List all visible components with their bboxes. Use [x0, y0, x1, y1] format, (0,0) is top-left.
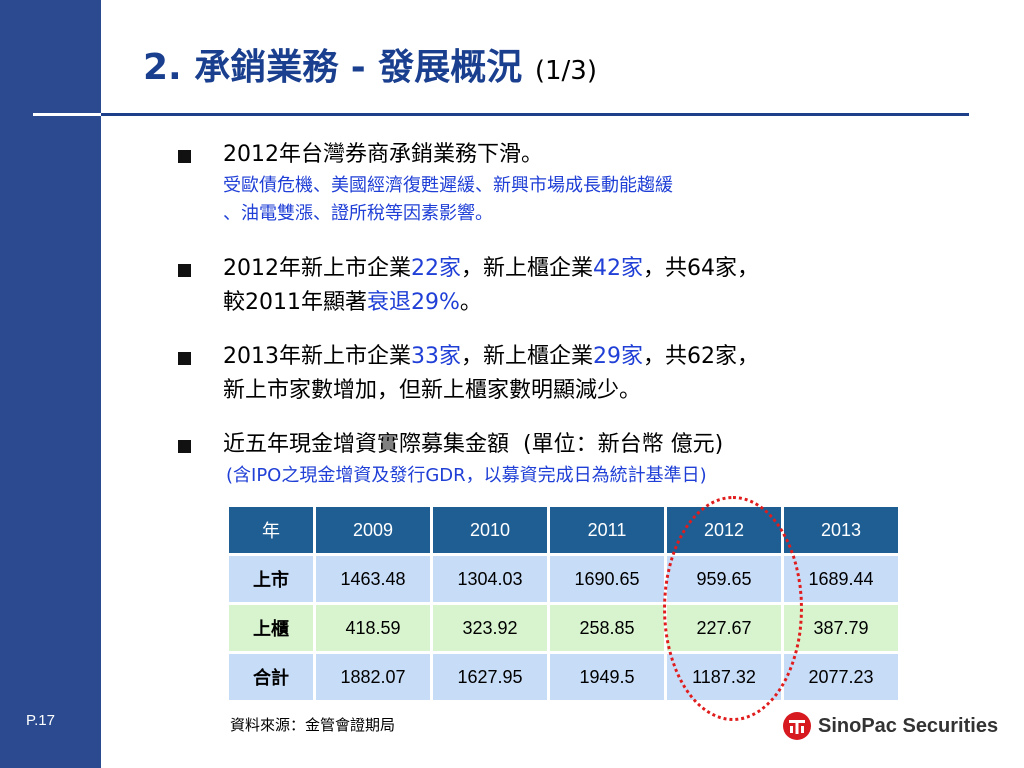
table-cell: 1304.03	[433, 556, 547, 602]
bullet-4: 近五年現金增資實際募集金額 (單位：新台幣 億元) (含IPO之現金增資及發行G…	[178, 428, 948, 490]
bullet-2-seg: 。	[459, 290, 482, 315]
title-rule	[101, 113, 969, 116]
table-cell: 1949.5	[550, 654, 664, 700]
bullet-2-seg: ，共64家，	[643, 256, 760, 281]
bullet-2-decline: 衰退29%	[367, 290, 460, 315]
bullet-2-listed-count: 22家	[411, 256, 461, 281]
slide-title-suffix: (1/3)	[534, 56, 597, 86]
slide-title: 2. 承銷業務 - 發展概況 (1/3)	[143, 38, 597, 90]
table-cell: 1627.95	[433, 654, 547, 700]
header-year: 2013	[784, 507, 898, 553]
table-cell: 2077.23	[784, 654, 898, 700]
row-label: 上市	[229, 556, 313, 602]
table-cell: 1882.07	[316, 654, 430, 700]
table-cell: 258.85	[550, 605, 664, 651]
sidebar-divider	[33, 113, 101, 116]
bullet-3: 2013年新上市企業33家，新上櫃企業29家，共62家， 新上市家數增加，但新上…	[178, 340, 948, 408]
table-cell: 1690.65	[550, 556, 664, 602]
bullet-4-note: (含IPO之現金增資及發行GDR，以募資完成日為統計基準日)	[226, 465, 707, 486]
table-cell: 387.79	[784, 605, 898, 651]
table-cell: 1689.44	[784, 556, 898, 602]
sidebar	[0, 0, 101, 768]
bullet-3-seg: ，新上櫃企業	[461, 344, 594, 369]
bullet-3-seg: ，共62家，	[643, 344, 760, 369]
slide-title-main: 2. 承銷業務 - 發展概況	[143, 47, 523, 88]
bullet-1: 2012年台灣券商承銷業務下滑。 受歐債危機、美國經濟復甦遲緩、新興市場成長動能…	[178, 138, 948, 228]
bullet-3-listed-count: 33家	[411, 344, 461, 369]
row-label: 合計	[229, 654, 313, 700]
bullet-1-note-line-2: 、油電雙漲、證所稅等因素影響。	[223, 203, 493, 224]
sinopac-logo: SinoPac Securities	[782, 711, 998, 741]
table-row: 上櫃 418.59 323.92 258.85 227.67 387.79	[229, 605, 898, 651]
table-cell: 1463.48	[316, 556, 430, 602]
table-cell: 418.59	[316, 605, 430, 651]
header-year: 2010	[433, 507, 547, 553]
bullet-2-seg: ，新上櫃企業	[461, 256, 594, 281]
sinopac-logo-icon	[783, 712, 811, 740]
bullet-2: 2012年新上市企業22家，新上櫃企業42家，共64家， 較2011年顯著衰退2…	[178, 252, 948, 320]
bullet-2-line-1: 2012年新上市企業22家，新上櫃企業42家，共64家，	[223, 252, 948, 286]
bullet-3-seg: 2013年新上市企業	[223, 344, 411, 369]
bullet-2-line-2: 較2011年顯著衰退29%。	[223, 286, 948, 320]
highlight-2012-ellipse	[663, 496, 803, 721]
bullet-square-icon	[178, 440, 191, 453]
table-row: 合計 1882.07 1627.95 1949.5 1187.32 2077.2…	[229, 654, 898, 700]
source-note: 資料來源：金管會證期局	[230, 716, 396, 734]
bullet-1-text: 2012年台灣券商承銷業務下滑。	[223, 142, 543, 167]
bullet-square-icon	[178, 264, 191, 277]
bullet-2-otc-count: 42家	[593, 256, 644, 281]
bullet-3-line-2: 新上市家數增加，但新上櫃家數明顯減少。	[223, 378, 642, 403]
row-label: 上櫃	[229, 605, 313, 651]
bullet-3-line-1: 2013年新上市企業33家，新上櫃企業29家，共62家，	[223, 340, 948, 374]
table-cell: 323.92	[433, 605, 547, 651]
bullet-square-icon	[178, 352, 191, 365]
bullet-square-icon	[178, 150, 191, 163]
bullet-1-note-line-1: 受歐債危機、美國經濟復甦遲緩、新興市場成長動能趨緩	[223, 175, 673, 196]
page-number: P.17	[26, 712, 55, 729]
sinopac-logo-text: SinoPac Securities	[818, 714, 999, 737]
bullet-2-seg: 2012年新上市企業	[223, 256, 411, 281]
bullet-2-seg: 較2011年顯著	[223, 290, 367, 315]
bullet-4-text: 近五年現金增資實際募集金額 (單位：新台幣 億元)	[223, 432, 724, 457]
header-year: 2011	[550, 507, 664, 553]
table-header-row: 年 2009 2010 2011 2012 2013	[229, 507, 898, 553]
header-year-label: 年	[229, 507, 313, 553]
bullet-3-otc-count: 29家	[593, 344, 644, 369]
header-year: 2009	[316, 507, 430, 553]
